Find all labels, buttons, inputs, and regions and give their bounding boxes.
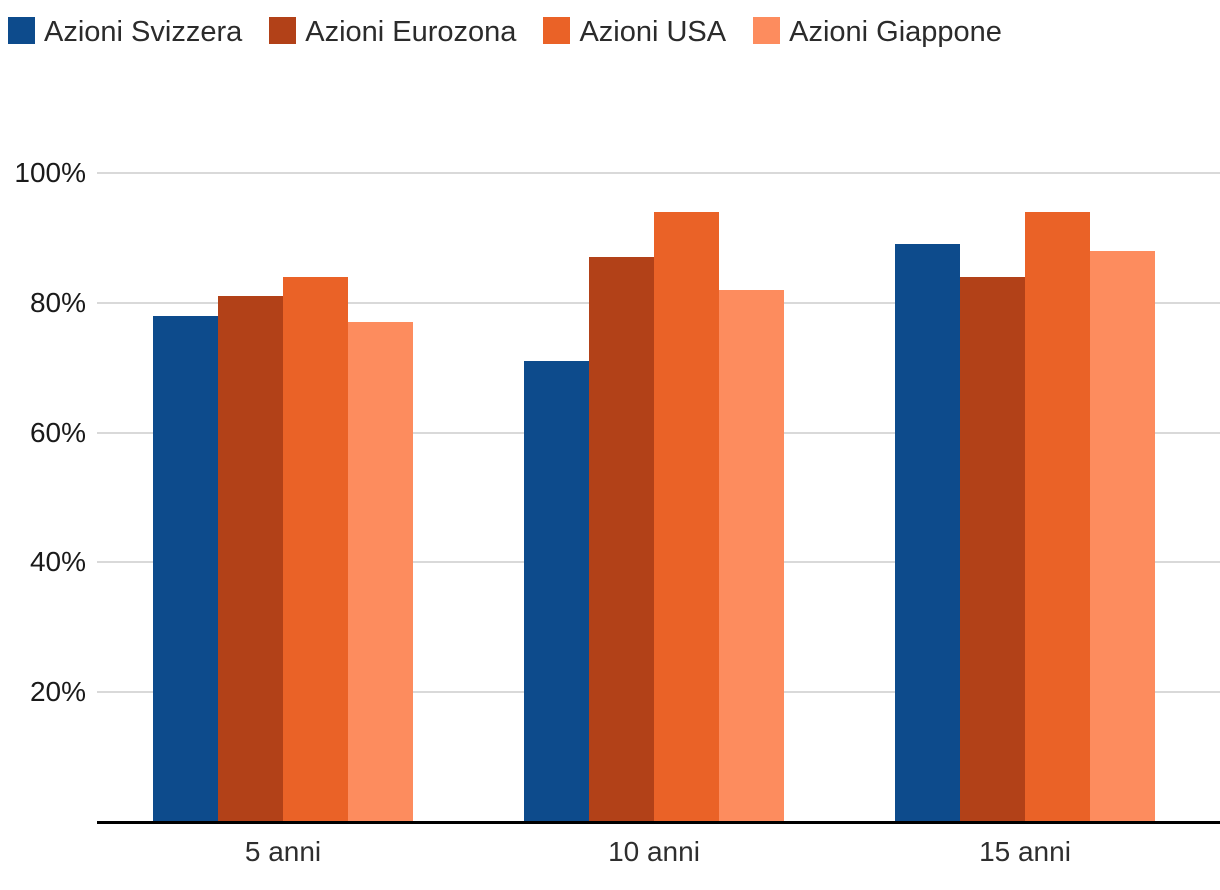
bar-azioni-svizzera-5-anni[interactable] [153, 316, 218, 822]
x-axis-category-label: 5 anni [244, 836, 322, 867]
bar-azioni-usa-10-anni[interactable] [654, 212, 719, 822]
legend-label: Azioni Giappone [789, 16, 1002, 48]
legend-swatch-icon [543, 17, 571, 44]
legend-item-0[interactable]: Azioni Svizzera [8, 16, 242, 48]
x-axis-line [97, 821, 1220, 824]
bar-azioni-svizzera-10-anni[interactable] [524, 361, 589, 822]
bar-azioni-eurozona-10-anni[interactable] [589, 257, 654, 822]
legend-swatch-icon [753, 17, 781, 44]
legend-item-1[interactable]: Azioni Eurozona [269, 16, 516, 48]
bar-azioni-usa-15-anni[interactable] [1025, 212, 1090, 822]
legend-item-2[interactable]: Azioni USA [543, 16, 726, 48]
y-axis-tick-label: 60% [29, 417, 86, 448]
legend-label: Azioni Eurozona [305, 16, 517, 48]
y-axis-tick-label: 20% [29, 676, 86, 707]
legend-label: Azioni USA [579, 16, 727, 48]
y-axis-tick-label: 40% [29, 546, 86, 577]
legend-swatch-icon [8, 17, 35, 44]
bar-azioni-svizzera-15-anni[interactable] [895, 244, 960, 822]
y-axis-tick-label: 80% [29, 287, 86, 318]
legend-swatch-icon [269, 17, 297, 44]
bar-azioni-usa-5-anni[interactable] [283, 277, 348, 822]
legend-label: Azioni Svizzera [44, 16, 243, 48]
x-axis-category-label: 10 anni [608, 836, 700, 867]
bar-azioni-giappone-10-anni[interactable] [719, 290, 784, 822]
gridline-100% [97, 172, 1220, 174]
bar-azioni-giappone-5-anni[interactable] [348, 322, 413, 822]
legend-item-3[interactable]: Azioni Giappone [753, 16, 1002, 48]
bar-azioni-eurozona-15-anni[interactable] [960, 277, 1025, 822]
y-axis-tick-label: 100% [14, 157, 86, 188]
bar-azioni-giappone-15-anni[interactable] [1090, 251, 1155, 822]
bar-azioni-eurozona-5-anni[interactable] [218, 296, 283, 822]
x-axis-category-label: 15 anni [979, 836, 1071, 867]
chart-legend: Azioni Svizzera Azioni Eurozona Azioni USA… [8, 6, 1098, 59]
